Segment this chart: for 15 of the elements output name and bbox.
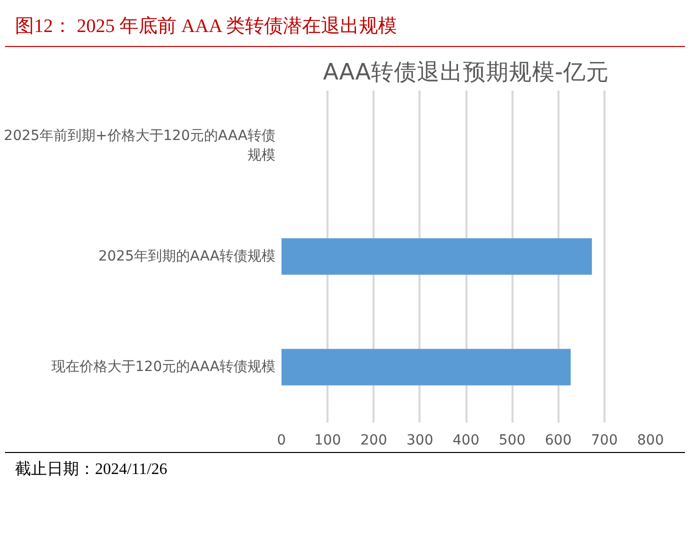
y-tick-label: 现在价格大于120元的AAA转债规模 (51, 359, 276, 376)
x-tick-label: 400 (452, 432, 480, 449)
chart-title: 图12： 2025 年底前 AAA 类转债潜在退出规模 (15, 15, 398, 39)
x-tick-label: 100 (314, 432, 341, 449)
x-tick-label: 0 (277, 432, 286, 449)
chart-subtitle: AAA转债退出预期规模-亿元 (323, 60, 609, 86)
x-tick-label: 500 (498, 432, 526, 449)
x-tick-label: 200 (360, 432, 388, 449)
x-tick-label: 800 (637, 432, 664, 449)
x-tick-label: 600 (544, 432, 572, 449)
text: 截止日期：2024/11/26 (15, 460, 168, 480)
x-tick-label: 300 (406, 432, 434, 449)
y-tick-label: 2025年前到期+价格大于120元的AAA转债规模 (4, 128, 276, 164)
x-tick-label: 700 (591, 432, 618, 449)
y-tick-label: 2025年到期的AAA转债规模 (98, 248, 276, 265)
